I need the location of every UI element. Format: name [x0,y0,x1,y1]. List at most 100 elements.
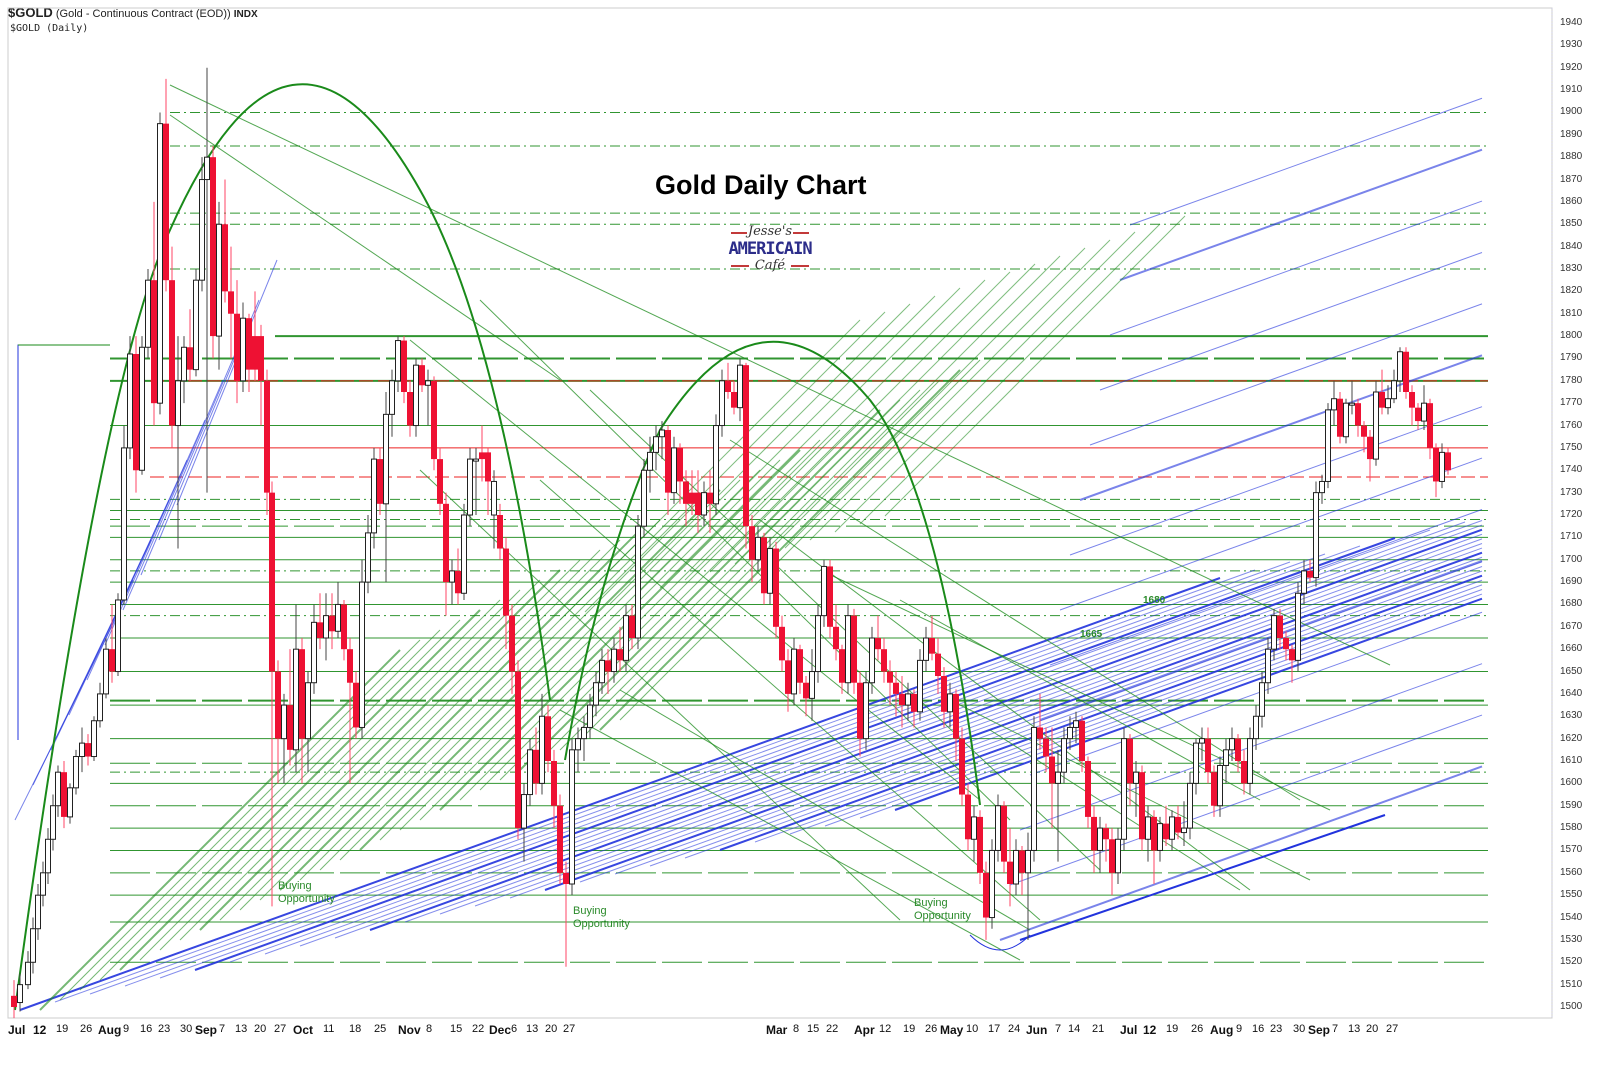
logo-line-3: Café [754,258,786,273]
date-tick-label: 26 [925,1023,938,1035]
date-tick-label: Jul [1120,1023,1138,1037]
price-tick-label: 1920 [1560,61,1583,73]
date-tick-label: 15 [450,1023,463,1035]
annotation-text: Buying [278,880,312,892]
date-tick-label: 27 [563,1023,576,1035]
candlesticks [11,67,1451,1019]
date-tick-label: 7 [1332,1023,1339,1035]
date-tick-label: 19 [1166,1023,1179,1035]
price-tick-label: 1740 [1560,464,1583,476]
price-tick-label: 1910 [1560,84,1583,96]
price-tick-label: 1580 [1560,822,1583,834]
date-tick-label: 21 [1092,1023,1105,1035]
horizontal-levels [110,111,1488,963]
date-tick-label: 16 [140,1023,153,1035]
price-tick-label: 1760 [1560,419,1583,431]
buying-opportunity-annotation-3: Buying Opportunity [914,897,971,923]
price-tick-label: 1860 [1560,195,1583,207]
price-tick-label: 1700 [1560,553,1583,565]
date-tick-label: 27 [1386,1023,1399,1035]
price-tick-label: 1640 [1560,687,1583,699]
date-tick-label: 19 [56,1023,69,1035]
subtitle-label: $GOLD (Daily) [10,23,89,34]
annotation-text: Opportunity [278,893,335,905]
logo-line-2: AMERICAIN [728,239,812,259]
date-tick-label: 13 [1348,1023,1361,1035]
chart-header: $GOLD (Gold - Continuous Contract (EOD))… [8,6,258,36]
price-tick-label: 1560 [1560,866,1583,878]
price-tick-label: 1500 [1560,1001,1583,1012]
date-tick-label: Sep [1308,1023,1331,1037]
price-tick-label: 1630 [1560,710,1583,722]
date-tick-label: Oct [293,1023,314,1037]
date-tick-label: 10 [966,1023,979,1035]
logo-line-1: Jesse's [747,224,793,239]
date-tick-label: Jun [1026,1023,1048,1037]
trend-fan-lines [14,84,1483,1011]
price-tick-label: 1650 [1560,665,1583,677]
price-tick-label: 1660 [1560,643,1583,655]
buying-opportunity-annotation-2: Buying Opportunity [573,905,630,931]
price-tick-label: 1900 [1560,106,1583,118]
date-tick-label: 23 [1270,1023,1283,1035]
level-label-1665: 1665 [1080,629,1103,640]
date-tick-label: 26 [80,1023,93,1035]
exchange-label: INDX [233,9,258,20]
date-tick-label: 7 [219,1023,226,1035]
date-tick-label: 25 [374,1023,387,1035]
date-tick-label: 27 [274,1023,287,1035]
date-tick-label: 8 [426,1023,433,1035]
price-tick-label: 1850 [1560,218,1583,230]
date-tick-label: Dec [489,1023,512,1037]
date-tick-label: 20 [1366,1023,1379,1035]
price-tick-label: 1770 [1560,397,1583,409]
date-tick-label: 13 [526,1023,539,1035]
date-tick-label: 15 [807,1023,820,1035]
price-tick-label: 1710 [1560,531,1583,543]
date-tick-label: 6 [511,1023,518,1035]
price-tick-label: 1720 [1560,509,1583,520]
date-tick-label: 24 [1008,1023,1021,1035]
date-tick-label: 23 [158,1023,171,1035]
date-tick-label: 8 [793,1023,800,1035]
date-tick-label: 12 [879,1023,892,1035]
price-tick-label: 1940 [1560,17,1583,28]
price-tick-label: 1750 [1560,441,1583,453]
description-label: (Gold - Continuous Contract (EOD)) [55,8,231,20]
level-label-1680: 1680 [1143,595,1166,606]
chart-frame [7,7,1553,1019]
date-tick-label: Nov [398,1023,421,1037]
date-tick-label: 18 [349,1023,362,1035]
date-tick-label: 14 [1068,1023,1081,1035]
price-tick-label: 1830 [1560,263,1583,274]
price-tick-label: 1870 [1560,173,1583,185]
price-tick-label: 1800 [1560,330,1583,342]
annotation-text: Opportunity [914,910,971,922]
date-tick-label: 20 [254,1023,267,1035]
date-tick-label: 9 [123,1023,130,1035]
price-tick-label: 1890 [1560,128,1583,140]
date-tick-label: 9 [1236,1023,1243,1035]
date-tick-label: 20 [545,1023,558,1035]
price-tick-label: 1540 [1560,911,1583,923]
price-tick-label: 1690 [1560,576,1583,588]
price-tick-label: 1730 [1560,486,1583,498]
price-tick-label: 1810 [1560,307,1583,319]
date-tick-label: 19 [903,1023,916,1035]
price-tick-label: 1550 [1560,889,1583,901]
date-tick-label: Mar [766,1023,788,1037]
date-tick-label: 11 [323,1023,335,1035]
date-tick-label: 17 [988,1023,1001,1035]
date-tick-label: 26 [1191,1023,1204,1035]
price-tick-label: 1590 [1560,799,1583,811]
price-tick-label: 1880 [1560,151,1583,163]
price-tick-label: 1520 [1560,956,1583,968]
date-tick-label: 30 [180,1023,193,1035]
price-tick-label: 1820 [1560,285,1583,297]
price-tick-label: 1620 [1560,732,1583,744]
date-tick-label: 22 [472,1023,485,1035]
price-tick-label: 1670 [1560,620,1583,632]
date-tick-label: Aug [1210,1023,1234,1037]
price-tick-label: 1600 [1560,777,1583,789]
